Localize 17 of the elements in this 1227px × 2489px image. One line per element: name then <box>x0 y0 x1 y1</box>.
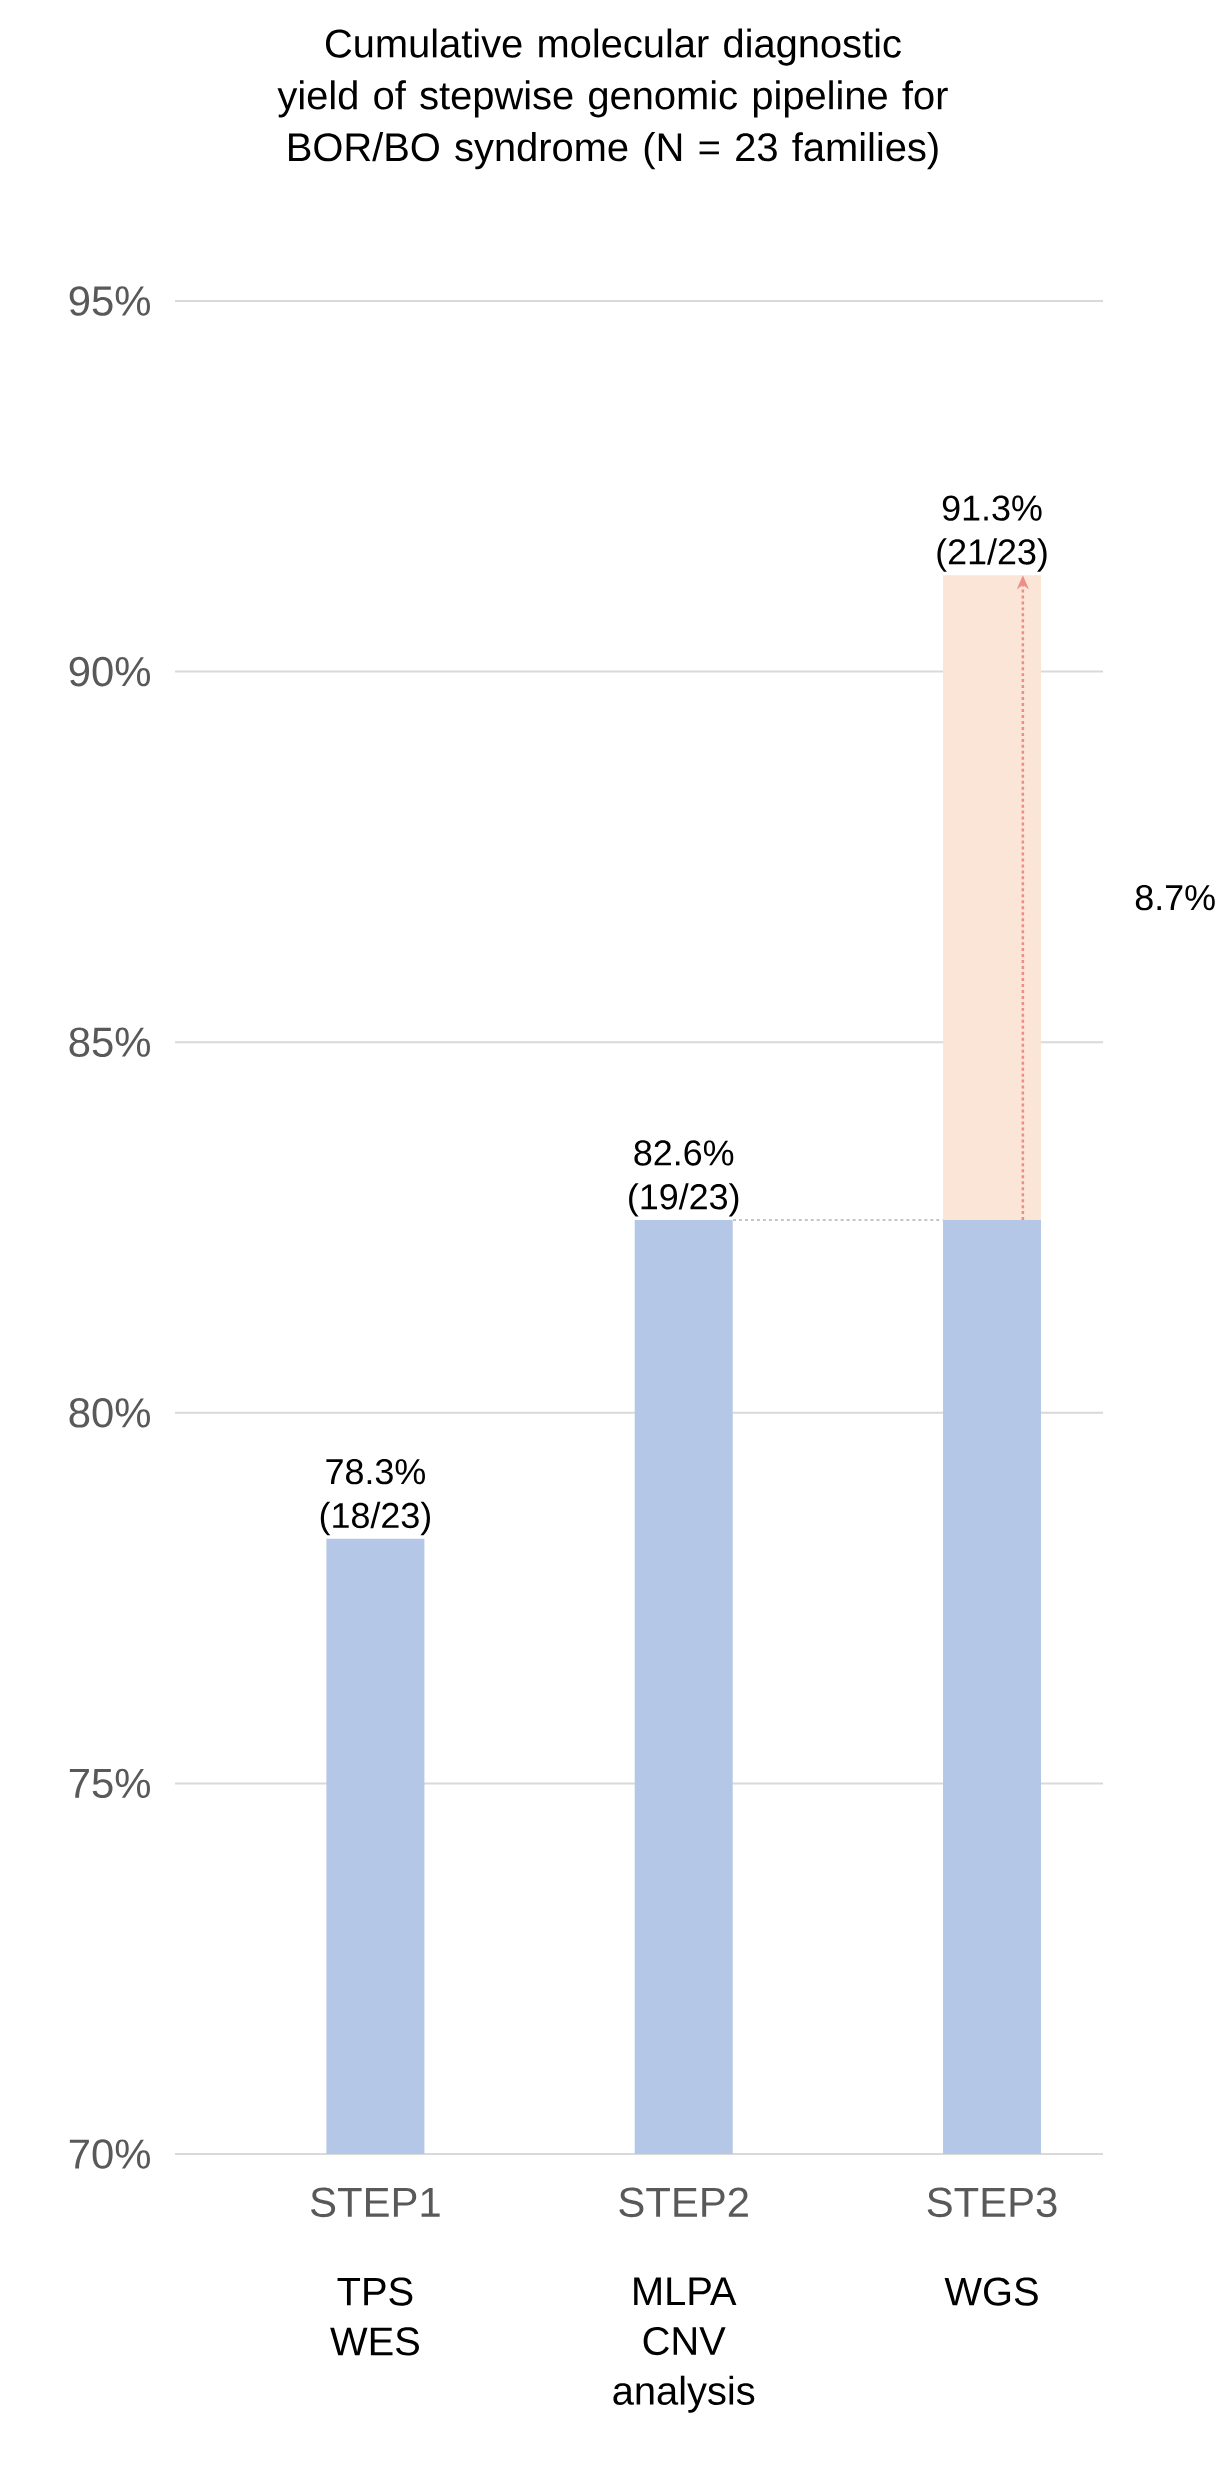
y-tick-label: 80% <box>69 1397 150 1428</box>
x-tick-label: STEP3 <box>927 2187 1057 2218</box>
total-label: 78.3% (18/23) <box>320 1458 430 1536</box>
text: WGS <box>944 2277 1038 2306</box>
y-tick-label: 75% <box>69 1768 150 1799</box>
total-label: 82.6% (19/23) <box>629 1140 739 1217</box>
x-tick-label: STEP2 <box>619 2187 748 2218</box>
text: MLPA CNV analysis <box>613 2277 755 2413</box>
total-label: 91.3% (21/23) <box>937 495 1047 572</box>
x-tick-label: STEP1 <box>311 2187 440 2218</box>
y-tick-label: 70% <box>69 2139 150 2169</box>
y-tick-label: 90% <box>69 656 150 687</box>
text: TPS WES <box>330 2277 419 2356</box>
chart-title: Cumulative molecular diagnostic yield of stepwise genomic pipeline for BOR/BO syndrome (N = 23 families) <box>277 28 948 170</box>
y-tick-label: 85% <box>69 1027 150 1058</box>
y-tick-label: 95% <box>69 286 150 316</box>
text: 8.7% <box>1135 884 1215 911</box>
